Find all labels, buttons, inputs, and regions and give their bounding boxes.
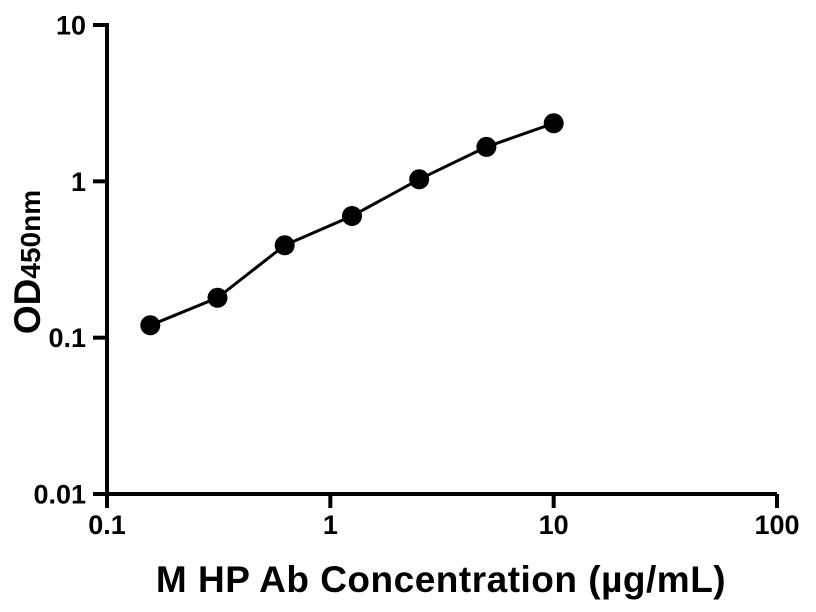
y-tick-label: 1 [71, 167, 86, 197]
x-tick-label: 100 [754, 510, 799, 540]
x-tick-label: 10 [539, 510, 569, 540]
x-tick-label: 1 [323, 510, 338, 540]
y-axis-title: OD450nm [7, 190, 48, 334]
data-point [274, 235, 295, 256]
y-axis-title-subscript: 450nm [15, 190, 46, 279]
data-point [342, 206, 362, 226]
y-tick-label: 0.01 [33, 480, 86, 510]
y-axis-title-main: OD [7, 279, 48, 335]
plot-series [140, 113, 564, 336]
data-point [140, 315, 161, 336]
data-point [543, 113, 564, 134]
y-tick-label: 10 [56, 11, 86, 41]
data-point [476, 136, 497, 157]
x-axis-title: M HP Ab Concentration (µg/mL) [156, 559, 726, 600]
data-point [207, 287, 228, 308]
axis-spines [105, 23, 777, 496]
y-tick-label: 0.1 [48, 323, 86, 353]
x-tick-label: 0.1 [88, 510, 126, 540]
data-point [409, 169, 430, 190]
